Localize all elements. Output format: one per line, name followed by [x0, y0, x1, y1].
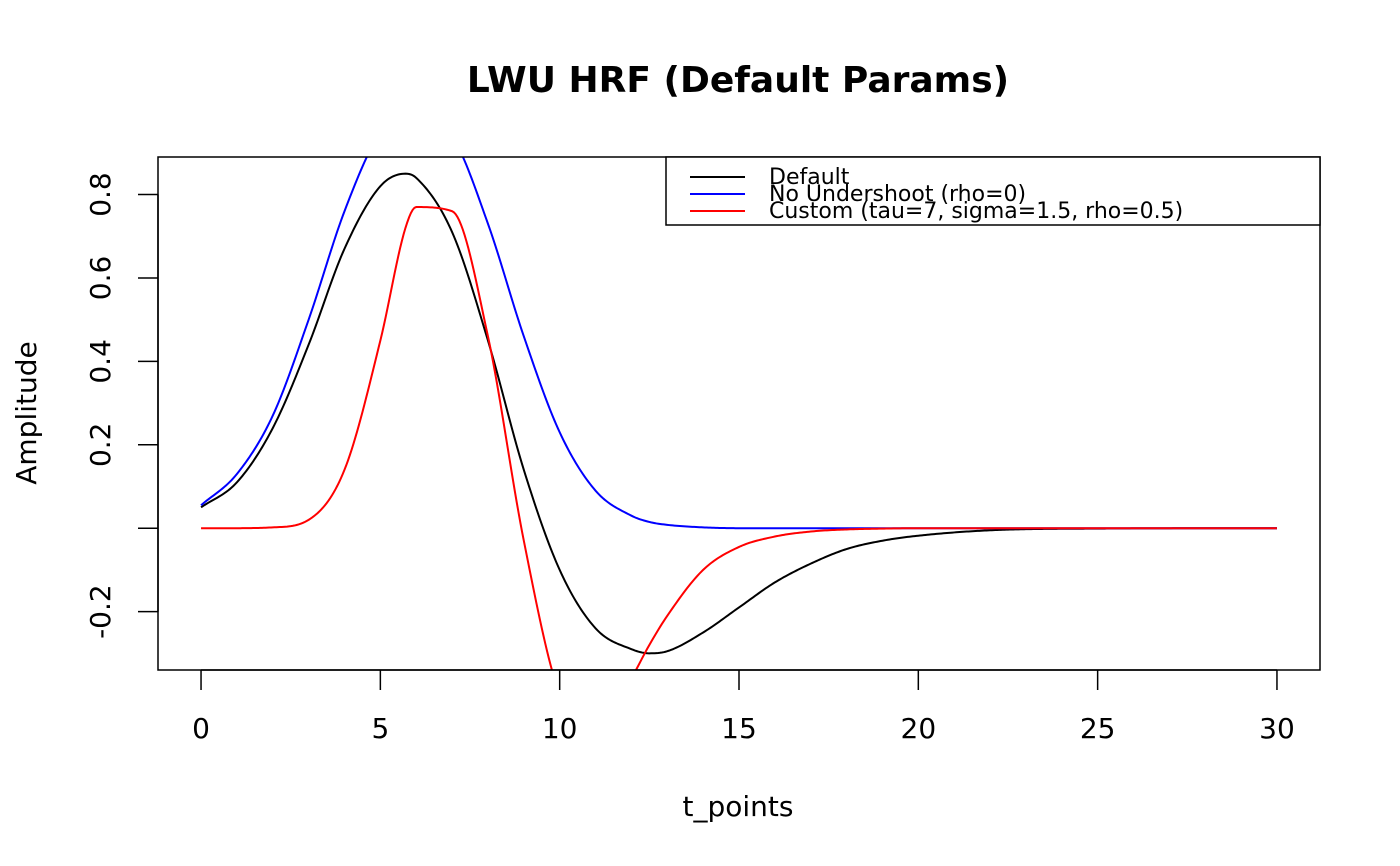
x-tick-label: 20	[901, 712, 937, 745]
x-tick-label: 30	[1259, 712, 1295, 745]
series-layer	[200, 157, 1277, 670]
plot-frame	[157, 156, 1321, 671]
legend-box	[665, 156, 1321, 226]
legend-label: Default	[769, 165, 850, 190]
y-tick-label: -0.2	[84, 584, 117, 639]
x-tick-label: 25	[1080, 712, 1116, 745]
x-axis-label: t_points	[683, 790, 794, 823]
y-tick-label: 0.8	[84, 172, 117, 217]
y-tick-label: 0.4	[84, 339, 117, 384]
y-axis: -0.2 0.2 0.4 0.6 0.8	[84, 172, 159, 639]
x-tick-label: 5	[371, 712, 389, 745]
legend-label: Custom (tau=7, sigma=1.5, rho=0.5)	[769, 199, 1183, 224]
x-tick-label: 10	[542, 712, 578, 745]
x-tick-label: 15	[721, 712, 757, 745]
legend-label: No Undershoot (rho=0)	[769, 182, 1026, 207]
x-tick-label: 0	[192, 712, 210, 745]
y-tick-label: 0.2	[84, 423, 117, 468]
series-line-3	[201, 206, 1277, 670]
y-axis-label: Amplitude	[10, 341, 43, 485]
x-axis: 0 5 10 15 20 25 30	[192, 669, 1295, 745]
chart-title: LWU HRF (Default Params)	[467, 60, 1009, 101]
y-tick-label: 0.6	[84, 256, 117, 301]
